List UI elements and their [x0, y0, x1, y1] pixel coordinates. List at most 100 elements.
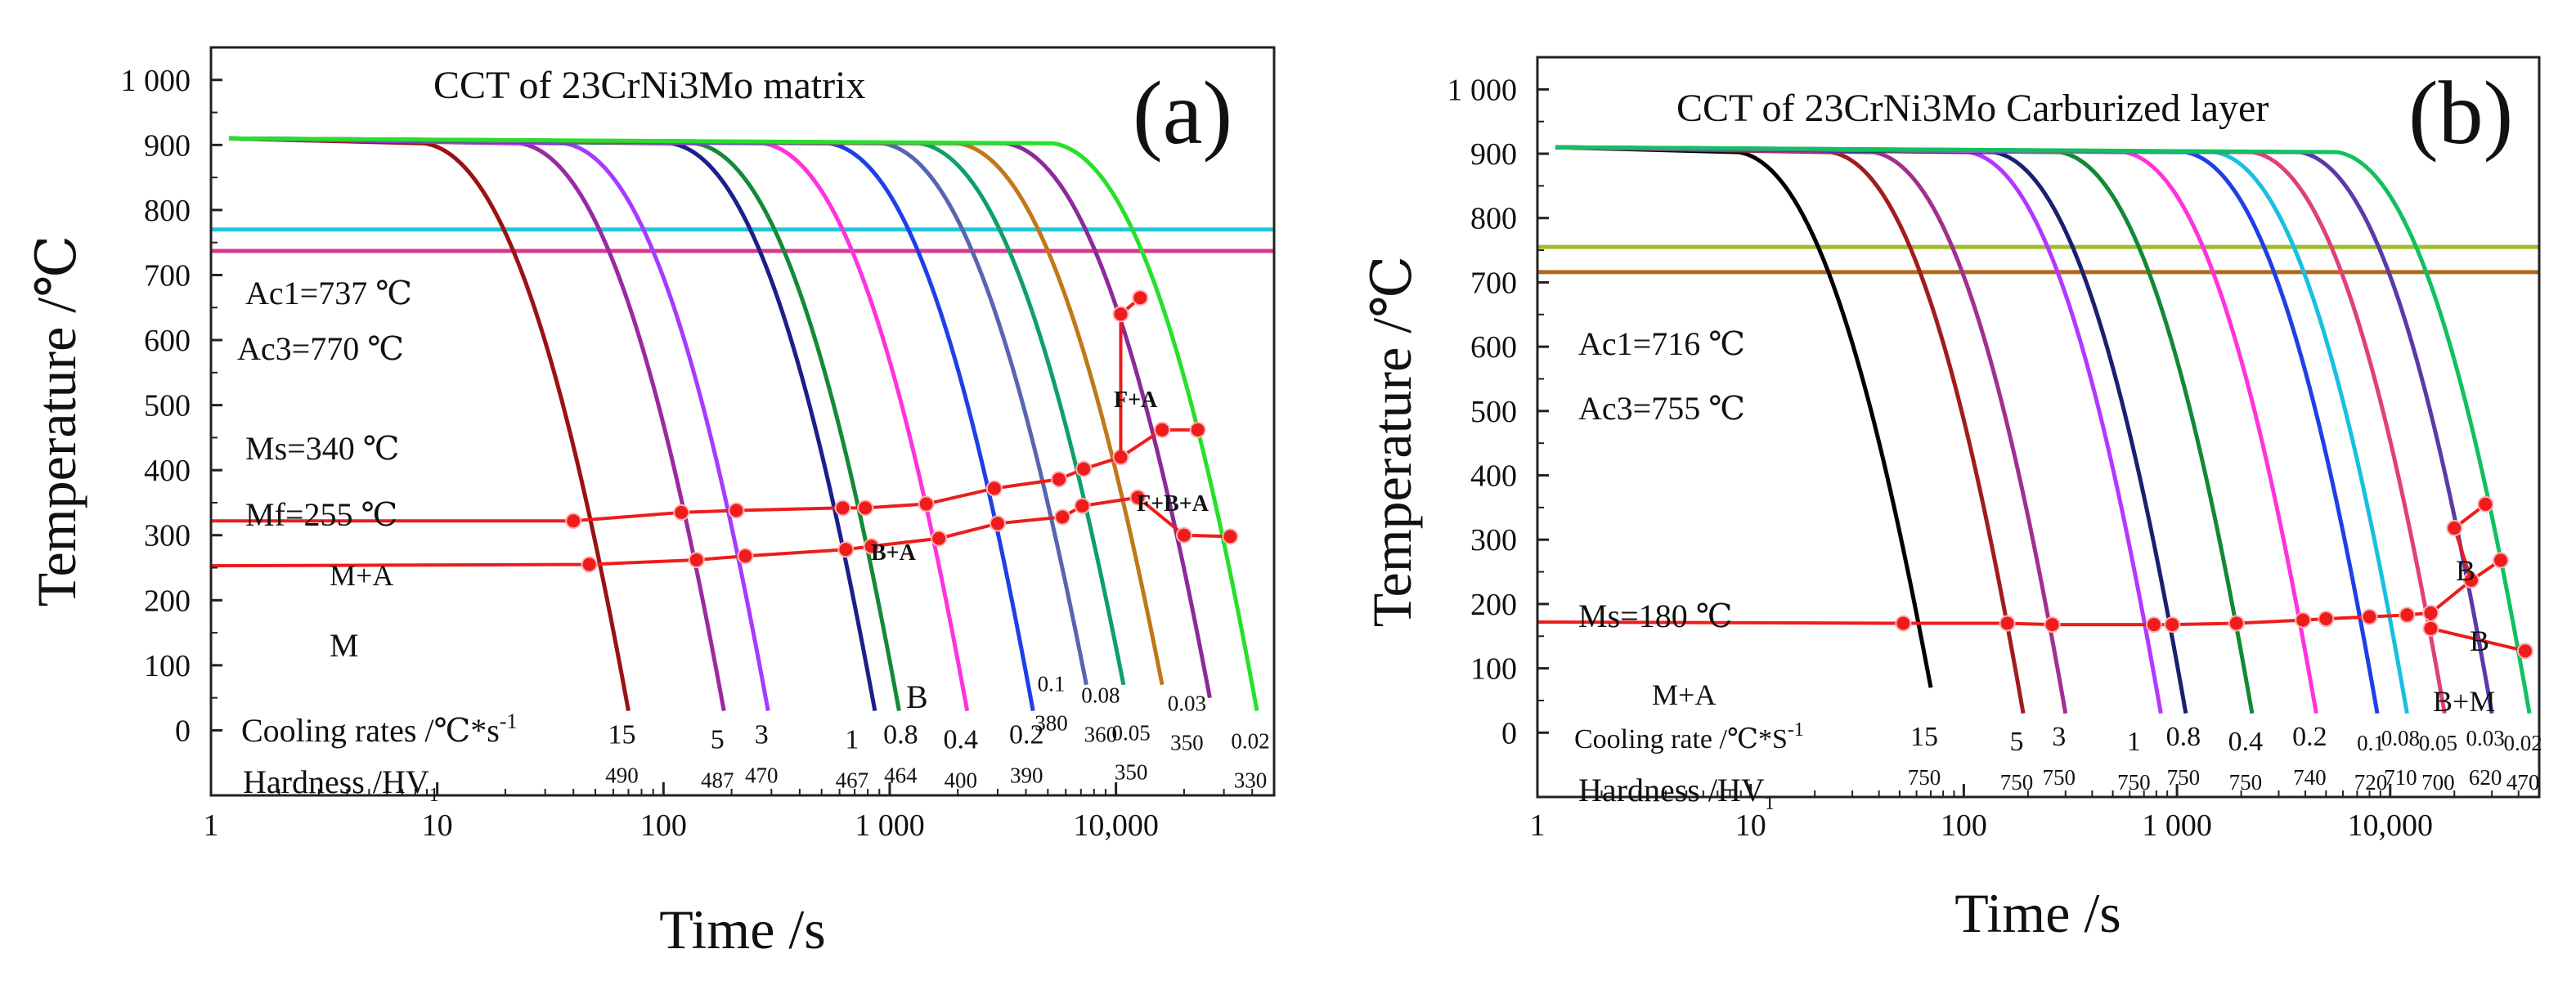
ferrite-point [1112, 306, 1129, 323]
hardness-label-467: 467 [836, 768, 869, 792]
rate-label-0.2: 0.2 [2292, 722, 2327, 752]
cooling-curve-0.2 [1555, 145, 2318, 714]
y-tick-label: 700 [144, 258, 191, 293]
region-f-a-label-a: F+A [1114, 387, 1158, 413]
rate-label-0.1: 0.1 [2357, 731, 2385, 755]
panel-a-ylabel: Temperature /℃ [25, 235, 88, 607]
rate-label-0.4: 0.4 [2228, 727, 2264, 757]
hardness-label-700: 700 [2421, 770, 2455, 795]
y-tick-label: 500 [1470, 395, 1517, 429]
y-tick-label: 600 [1470, 330, 1517, 365]
panel-a-xlabel: Time /s [659, 898, 825, 960]
hardness-label-620: 620 [2469, 765, 2502, 790]
region-b-label-a: B [906, 678, 928, 715]
cooling-rates-text-a: Cooling rates /℃*s [241, 712, 500, 749]
x-tick-label: 10,000 [1073, 808, 1159, 843]
hardness-label-740: 740 [2293, 765, 2327, 790]
transformation-start-point [2361, 608, 2378, 625]
ac3-annotation-b: Ac3=755 ℃ [1578, 390, 1745, 427]
rate-label-0.03: 0.03 [1168, 691, 1206, 715]
transformation-start-point [857, 499, 874, 517]
region-b-a-label-a: B+A [871, 540, 917, 566]
hardness-caption-b: Hardness /HV1 [1578, 772, 1775, 814]
cooling-curve-0.05 [228, 136, 1165, 686]
ac3-annotation-a: Ac3=770 ℃ [237, 330, 404, 367]
rate-label-3: 3 [2052, 722, 2066, 752]
transformation-end-point [863, 538, 880, 555]
rate-label-1: 1 [845, 724, 859, 754]
transformation-end-point [1074, 497, 1091, 514]
cooling-rates-sup-a: -1 [500, 710, 518, 733]
rate-label-15: 15 [608, 719, 635, 750]
transformation-end-point [737, 548, 754, 565]
cooling-curves-b [1537, 145, 2539, 714]
hardness-label-720: 720 [2354, 770, 2388, 795]
hardness-sub-a: 1 [429, 785, 439, 806]
transformation-lines-b [1537, 495, 2533, 660]
x-tick-label: 1 [204, 808, 219, 843]
transformation-end-point [837, 541, 855, 558]
y-tick-label: 400 [1470, 459, 1517, 494]
y-tick-label: 1 000 [121, 64, 191, 98]
cooling-curve-0.02 [228, 136, 1259, 712]
transformation-start-point [673, 504, 690, 521]
bainite-point [2446, 520, 2463, 537]
x-tick-label: 10,000 [2348, 808, 2434, 843]
hardness-text-a: Hardness /HV [243, 763, 429, 800]
region-b-m-label-b: B+M [2433, 685, 2495, 718]
cooling-curve-0.1 [228, 136, 1088, 686]
y-tick-label: 800 [1470, 202, 1517, 236]
rate-label-0.1: 0.1 [1038, 671, 1066, 696]
cooling-curve-15 [1555, 145, 1933, 688]
y-tick-label: 900 [1470, 137, 1517, 172]
x-tick-label: 1 000 [2142, 808, 2212, 843]
panel-b-xlabel: Time /s [1954, 882, 2120, 944]
transformation-start-point [985, 480, 1003, 497]
y-tick-label: 900 [144, 128, 191, 163]
region-f-b-a-label-a: F+B+A [1137, 491, 1209, 517]
ms-annotation-a: Ms=340 ℃ [245, 430, 399, 467]
transformation-start-point [2318, 611, 2335, 628]
region-m-label-a: M [330, 627, 359, 664]
transformation-start-point [1154, 421, 1171, 438]
y-tick-label: 1 000 [1447, 73, 1518, 107]
rate-label-5: 5 [2010, 727, 2024, 757]
cooling-curve-5 [228, 136, 726, 712]
bainite-point [2516, 642, 2533, 660]
bainite-point [2422, 620, 2439, 637]
cooling-curve-15 [228, 136, 631, 712]
transformation-start-point [2228, 615, 2245, 632]
transformation-end-point [1175, 526, 1192, 544]
transformation-start-point [728, 502, 745, 519]
y-tick-label: 600 [144, 324, 191, 358]
rate-hardness-labels-a: 15 490 5 487 3 470 1 467 0.8 464 0.4 400 0.2 390 0.1 38… [605, 671, 1269, 792]
cooling-rate-caption-b: Cooling rate /℃*S-1 [1574, 719, 1804, 754]
rate-label-0.8: 0.8 [883, 719, 918, 750]
plot-frame-b [1536, 56, 2541, 799]
transformation-end-point [1054, 508, 1071, 526]
region-m-a-label-a: M+A [330, 559, 393, 592]
cooling-curve-1 [228, 136, 877, 712]
y-tick-label: 800 [144, 194, 191, 228]
x-tick-label: 1 000 [855, 808, 925, 843]
rate-label-0.8: 0.8 [2166, 722, 2201, 752]
x-tick-label: 100 [1941, 808, 1987, 843]
cooling-curve-0.4 [1555, 145, 2255, 714]
y-tick-label: 200 [144, 584, 191, 618]
transformation-start-point [2164, 616, 2181, 634]
y-tick-label: 100 [144, 649, 191, 683]
ferrite-point [1132, 289, 1149, 307]
hardness-label-750: 750 [2117, 770, 2151, 795]
cooling-curve-0.1 [1555, 145, 2380, 714]
rate-label-0.02: 0.02 [2503, 731, 2542, 755]
hardness-label-490: 490 [605, 763, 639, 787]
cooling-curve-0.2 [228, 136, 1035, 712]
rate-label-15: 15 [1910, 722, 1938, 752]
cooling-rates-caption-a: Cooling rates /℃*s-1 [241, 710, 518, 749]
x-tick-label: 10 [422, 808, 453, 843]
panel-b-letter: (b) [2408, 63, 2513, 163]
rate-label-0.08: 0.08 [1081, 683, 1120, 707]
